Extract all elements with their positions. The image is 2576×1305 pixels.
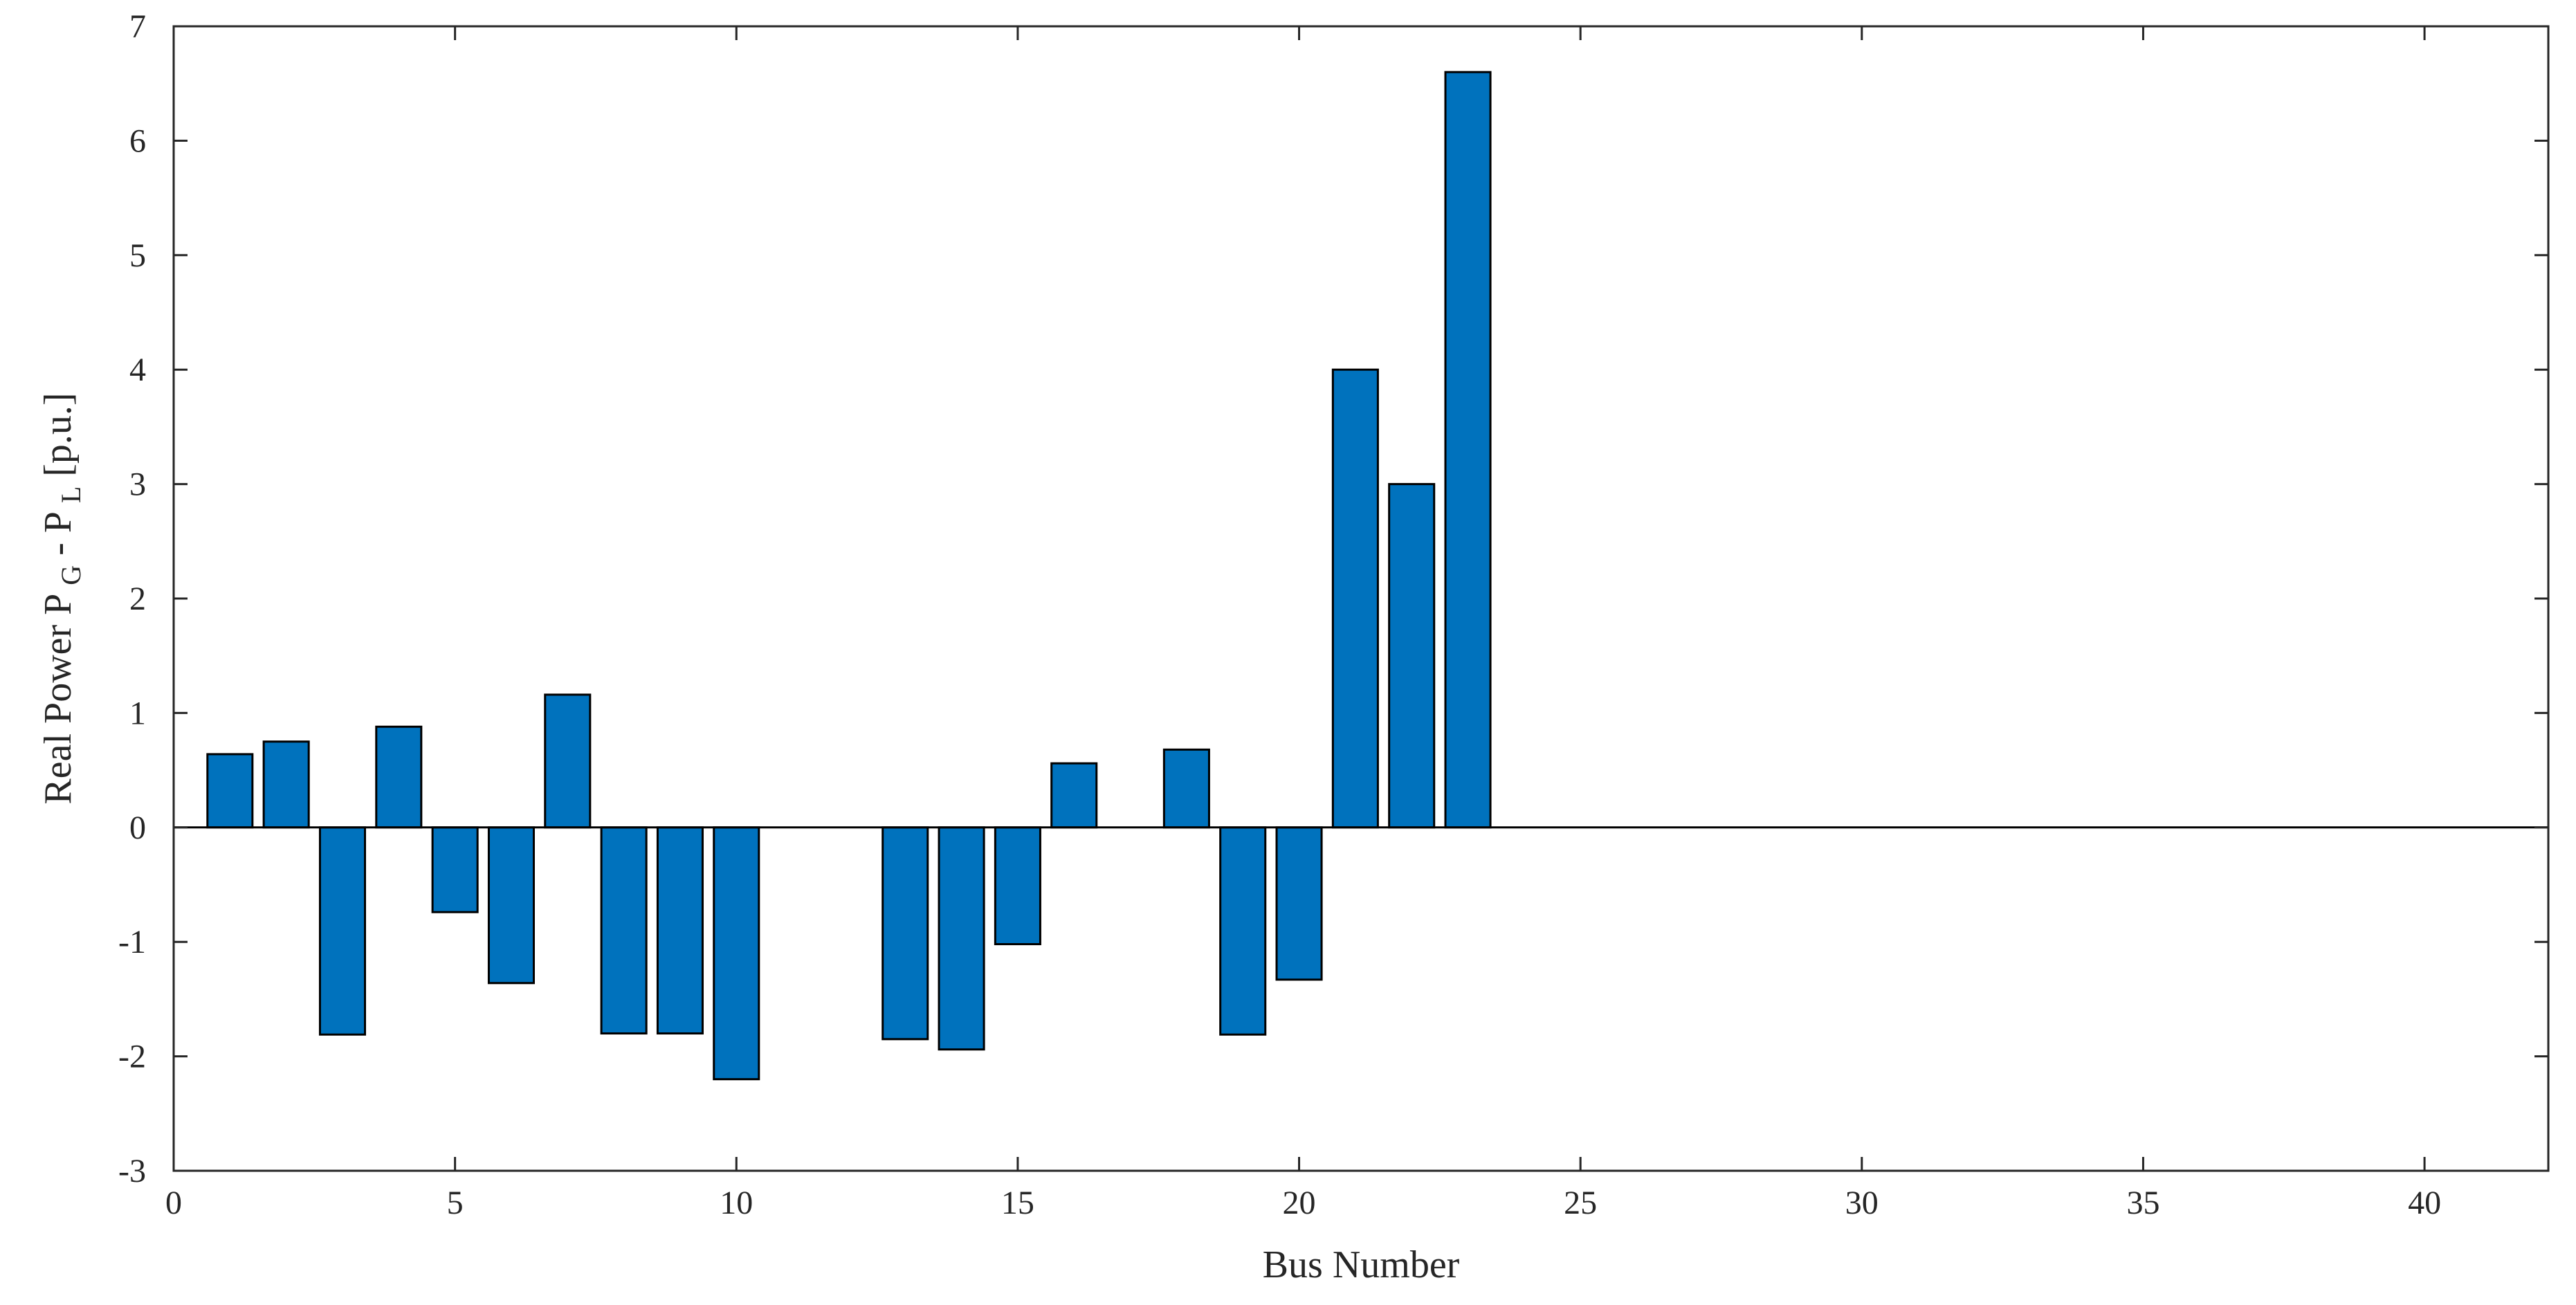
y-axis-title-main: Real Power P <box>37 595 80 805</box>
x-tick-label-40: 40 <box>2408 1185 2441 1221</box>
bar-bus-2 <box>262 740 310 829</box>
x-tick-label-20: 20 <box>1283 1185 1316 1221</box>
bar-bus-20 <box>1275 826 1323 981</box>
y-tick-label-4: 4 <box>129 352 146 388</box>
bar-bus-9 <box>656 826 704 1035</box>
bar-bus-3 <box>318 826 367 1036</box>
bar-bus-8 <box>600 826 648 1035</box>
x-tick-label-25: 25 <box>1564 1185 1597 1221</box>
y-axis-title-mid: - P <box>37 513 80 556</box>
bar-bus-15 <box>994 826 1041 946</box>
bar-bus-19 <box>1219 826 1267 1036</box>
bar-bus-1 <box>206 753 254 829</box>
y-tick-label-1: 1 <box>129 695 146 731</box>
y-axis-title-unit: [p.u.] <box>37 392 80 476</box>
bar-bus-18 <box>1162 748 1210 829</box>
bar-bus-7 <box>544 693 592 829</box>
plot-frame <box>172 25 2550 1172</box>
bar-bus-5 <box>431 826 479 913</box>
y-tick-label-5: 5 <box>129 237 146 274</box>
y-tick-label--1: -1 <box>118 924 146 960</box>
bar-bus-13 <box>881 826 929 1041</box>
bar-bus-10 <box>713 826 760 1081</box>
x-tick-label-30: 30 <box>1845 1185 1879 1221</box>
y-axis-title: Real Power P G - P L [p.u.] <box>37 392 89 804</box>
bars-group <box>206 71 1492 1081</box>
x-tick-label-35: 35 <box>2126 1185 2159 1221</box>
x-tick-label-0: 0 <box>165 1185 182 1221</box>
y-axis-title-sub-l: L <box>55 486 86 503</box>
tick-labels-group: 0 5 10 15 20 25 30 35 40 -3 -2 -1 0 1 2 3 4 5 6 7 <box>118 8 2441 1221</box>
y-tick-label-0: 0 <box>129 810 146 846</box>
y-tick-label-3: 3 <box>129 466 146 503</box>
x-axis-title: Bus Number <box>1263 1243 1460 1286</box>
bar-bus-23 <box>1444 71 1492 829</box>
y-tick-label--2: -2 <box>118 1039 146 1075</box>
bar-bus-21 <box>1331 368 1379 829</box>
bar-bus-6 <box>487 826 535 985</box>
bar-bus-4 <box>375 725 423 829</box>
bar-bus-14 <box>938 826 985 1051</box>
y-tick-label-2: 2 <box>129 581 146 617</box>
bar-bus-16 <box>1050 762 1098 829</box>
x-tick-label-10: 10 <box>720 1185 753 1221</box>
x-tick-label-15: 15 <box>1001 1185 1034 1221</box>
y-tick-label-6: 6 <box>129 122 146 159</box>
y-axis-title-sub-g: G <box>55 565 86 585</box>
y-tick-label-7: 7 <box>129 8 146 45</box>
y-tick-label--3: -3 <box>118 1153 146 1189</box>
bar-bus-22 <box>1388 483 1436 829</box>
x-tick-label-5: 5 <box>447 1185 464 1221</box>
